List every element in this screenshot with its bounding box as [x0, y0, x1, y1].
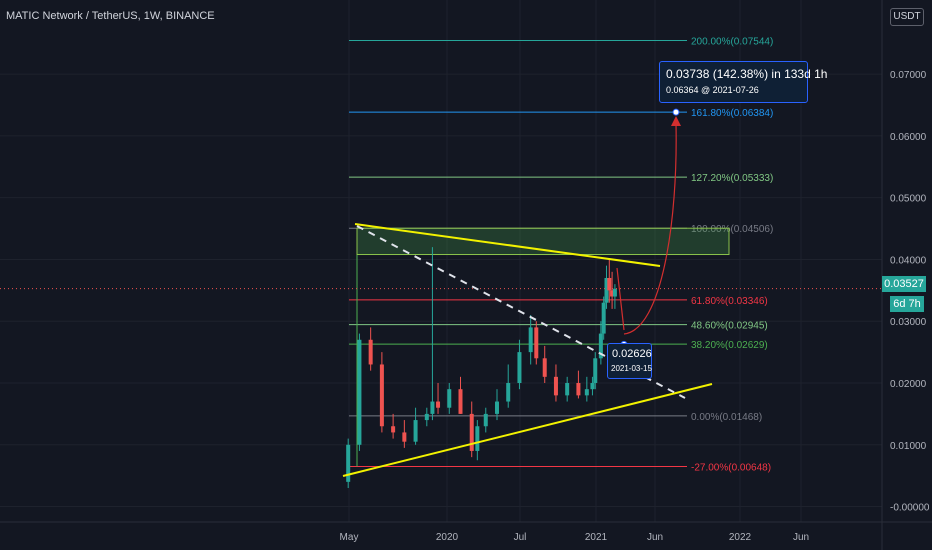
dashed-trendline — [356, 225, 686, 399]
candle-body — [357, 339, 362, 445]
candle-body — [534, 327, 539, 359]
candle-body — [601, 302, 606, 334]
point-price: 0.02626 — [612, 348, 652, 360]
time-tick-label: 2022 — [729, 532, 752, 543]
candle-body — [368, 339, 373, 365]
candle-body — [553, 376, 558, 396]
time-tick-label: Jun — [793, 532, 809, 543]
price-tick-label: 0.02000 — [890, 379, 927, 390]
projection-curve — [623, 123, 677, 335]
candle-body — [391, 426, 396, 433]
symbol-title: MATIC Network / TetherUS, 1W, BINANCE — [6, 10, 215, 22]
projection-drop — [616, 267, 625, 331]
fib-level-label: 48.60%(0.02945) — [691, 321, 768, 332]
candle-body — [458, 389, 463, 414]
candle-body — [436, 401, 441, 408]
fib-level-label: -27.00%(0.00648) — [691, 463, 771, 474]
price-tick-label: 0.07000 — [890, 70, 927, 81]
candle-body — [379, 364, 384, 427]
support-trendline — [342, 383, 713, 477]
candle-body — [475, 426, 480, 451]
point-label[interactable]: 0.02626 2021-03-15 — [607, 343, 652, 379]
candle-body — [402, 432, 407, 442]
candle-body — [517, 352, 522, 384]
fib-level-label: 0.00%(0.01468) — [691, 412, 762, 423]
projection-change: 0.03738 (142.38%) in 133d 1h — [666, 67, 828, 81]
time-tick-label: 2020 — [436, 532, 459, 543]
currency-button[interactable]: USDT — [890, 8, 924, 26]
candle-body — [584, 389, 589, 396]
current-price-tag: 0.03527 — [882, 276, 926, 292]
candle-body — [413, 420, 418, 442]
candle-body — [607, 277, 612, 291]
fib-level-label: 38.20%(0.02629) — [691, 340, 768, 351]
candle-body — [610, 290, 615, 297]
time-tick-label: Jun — [647, 532, 663, 543]
candle-body — [506, 383, 511, 402]
resistance-trendline — [354, 223, 661, 267]
fib-level-label: 100.00%(0.04506) — [691, 224, 773, 235]
candle-body — [483, 413, 488, 427]
candle-body — [612, 288, 617, 297]
price-tick-label: 0.04000 — [890, 255, 927, 266]
candle-body — [528, 327, 533, 353]
projection-arrowhead — [671, 116, 681, 126]
target-marker — [672, 108, 680, 116]
candle-body — [469, 413, 474, 451]
candle-body — [346, 444, 351, 482]
price-tick-label: 0.05000 — [890, 194, 927, 205]
candle-body — [430, 401, 435, 414]
fib-level-label: 161.80%(0.06384) — [691, 108, 773, 119]
price-tick-label: -0.00000 — [890, 503, 930, 514]
candle-body — [590, 383, 595, 390]
projection-target: 0.06364 @ 2021-07-26 — [666, 85, 759, 95]
candle-body — [598, 333, 603, 359]
candle-body — [424, 413, 429, 421]
time-tick-label: 2021 — [585, 532, 608, 543]
time-tick-label: May — [340, 532, 359, 543]
candle-body — [604, 277, 609, 303]
projection-label[interactable]: 0.03738 (142.38%) in 133d 1h 0.06364 @ 2… — [659, 61, 828, 103]
fib-level-label: 200.00%(0.07544) — [691, 37, 773, 48]
candle-body — [542, 358, 547, 377]
fib-level-label: 61.80%(0.03346) — [691, 296, 768, 307]
price-tick-label: 0.03000 — [890, 317, 927, 328]
candle-body — [565, 383, 570, 396]
point-date: 2021-03-15 — [611, 364, 652, 373]
candle-body — [494, 401, 499, 414]
candle-body — [593, 358, 598, 384]
fib-level-label: 127.20%(0.05333) — [691, 173, 773, 184]
time-tick-label: Jul — [514, 532, 527, 543]
price-tick-label: 0.06000 — [890, 132, 927, 143]
candle-body — [576, 383, 581, 396]
price-tick-label: 0.01000 — [890, 441, 927, 452]
candle-body — [447, 389, 452, 408]
bar-countdown: 6d 7h — [890, 296, 924, 312]
